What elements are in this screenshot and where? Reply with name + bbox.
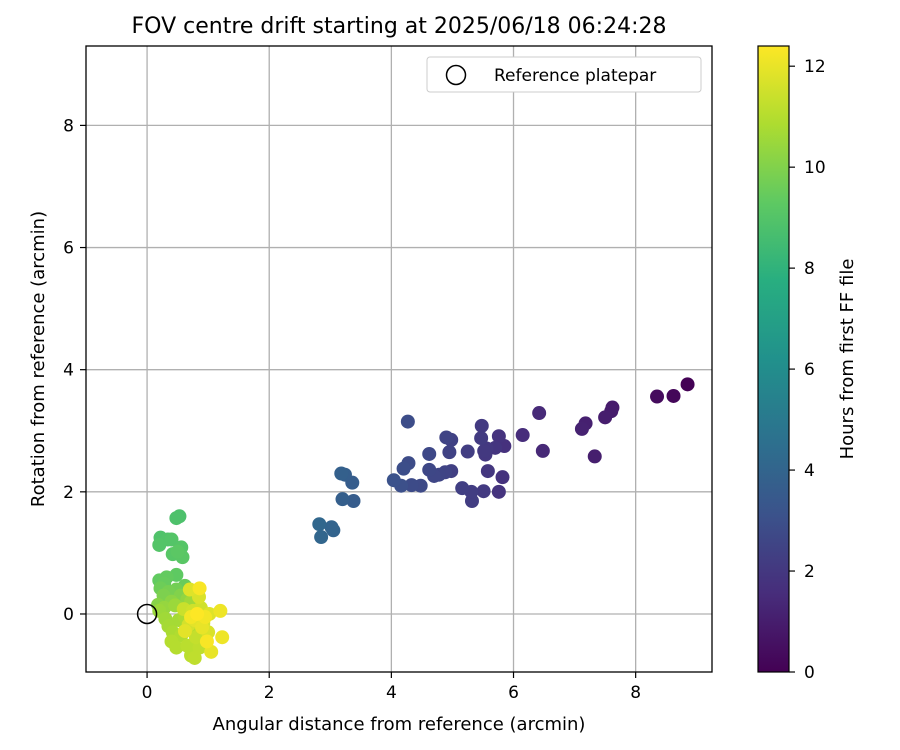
- colorbar: 0 2 4 6 8 10 12 Hours from first FF file: [757, 45, 858, 683]
- data-point: [574, 421, 589, 436]
- legend-label: Reference platepar: [494, 66, 656, 86]
- data-point: [334, 466, 349, 481]
- data-point: [169, 640, 184, 655]
- legend: Reference platepar: [426, 56, 702, 93]
- data-point: [169, 511, 184, 526]
- data-point: [474, 418, 489, 433]
- data-point: [215, 630, 230, 645]
- data-point: [396, 461, 411, 476]
- data-point: [680, 377, 695, 392]
- data-point: [474, 431, 489, 446]
- y-tick-label: 0: [63, 605, 74, 625]
- colorbar-ticks: 0 2 4 6 8 10 12: [789, 57, 826, 683]
- x-tick-label: 0: [142, 683, 153, 703]
- x-axis-label: Angular distance from reference (arcmin): [213, 714, 586, 735]
- data-point: [598, 410, 613, 425]
- x-tick-label: 8: [630, 683, 641, 703]
- data-point: [491, 429, 506, 444]
- x-tick-label: 6: [508, 683, 519, 703]
- data-point: [346, 493, 361, 508]
- data-point: [476, 484, 491, 499]
- data-point: [199, 634, 214, 649]
- colorbar-tick-label: 4: [804, 461, 815, 481]
- legend-box: [426, 56, 702, 93]
- data-point: [480, 464, 495, 479]
- data-point: [491, 484, 506, 499]
- colorbar-tick-label: 8: [804, 259, 815, 279]
- data-point: [495, 470, 510, 485]
- data-point: [666, 388, 681, 403]
- reference-platepar-marker: [136, 603, 158, 625]
- data-point: [170, 544, 185, 559]
- data-point: [439, 430, 454, 445]
- data-point: [422, 462, 437, 477]
- y-axis-label: Rotation from reference (arcmin): [28, 211, 49, 507]
- data-point: [314, 530, 329, 545]
- chart-title: FOV centre drift starting at 2025/06/18 …: [132, 14, 667, 39]
- data-point: [650, 389, 665, 404]
- data-points: [151, 377, 695, 665]
- data-point: [177, 624, 192, 639]
- data-point: [312, 517, 327, 532]
- data-point: [442, 445, 457, 460]
- x-axis-ticks: 0 2 4 6 8: [142, 672, 641, 703]
- y-tick-label: 8: [63, 116, 74, 136]
- data-point: [213, 603, 228, 618]
- data-point: [587, 449, 602, 464]
- data-point: [535, 443, 550, 458]
- data-point: [477, 443, 492, 458]
- y-tick-label: 4: [63, 361, 74, 381]
- y-tick-label: 6: [63, 239, 74, 259]
- data-point: [460, 444, 475, 459]
- colorbar-gradient: [757, 45, 790, 673]
- data-point: [515, 428, 530, 443]
- y-tick-label: 2: [63, 483, 74, 503]
- data-point: [164, 532, 179, 547]
- colorbar-tick-label: 2: [804, 562, 815, 582]
- x-tick-label: 4: [386, 683, 397, 703]
- colorbar-tick-label: 6: [804, 360, 815, 380]
- colorbar-tick-label: 12: [804, 57, 826, 77]
- colorbar-tick-label: 10: [804, 158, 826, 178]
- plot-area-frame: [85, 45, 713, 673]
- data-point: [335, 492, 350, 507]
- x-tick-label: 2: [264, 683, 275, 703]
- data-point: [386, 473, 401, 488]
- legend-marker-icon: [445, 64, 467, 86]
- data-point: [404, 478, 419, 493]
- data-point: [190, 606, 205, 621]
- data-point: [422, 446, 437, 461]
- data-point: [152, 537, 167, 552]
- data-point: [455, 481, 470, 496]
- y-axis-ticks: 0 2 4 6 8: [63, 116, 86, 625]
- colorbar-label: Hours from first FF file: [837, 259, 858, 460]
- data-point: [192, 581, 207, 596]
- data-point: [187, 650, 202, 665]
- data-point: [324, 520, 339, 535]
- colorbar-tick-label: 0: [804, 663, 815, 683]
- data-point: [400, 414, 415, 429]
- data-point: [532, 406, 547, 421]
